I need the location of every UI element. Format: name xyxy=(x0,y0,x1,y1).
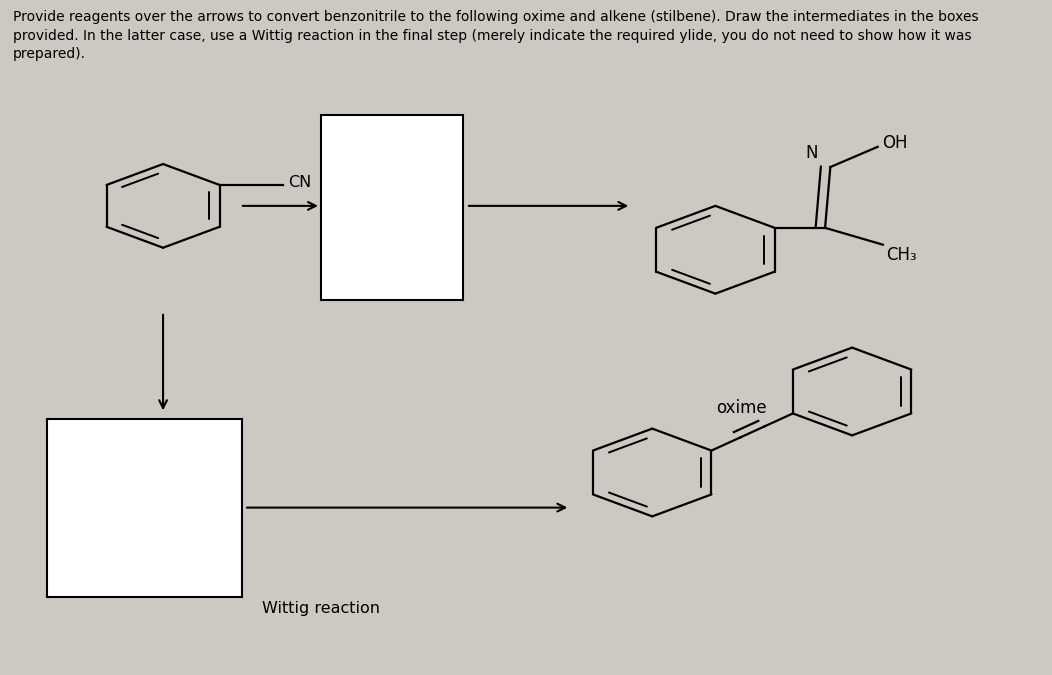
Text: OH: OH xyxy=(882,134,908,153)
Text: N: N xyxy=(805,144,817,162)
Text: Provide reagents over the arrows to convert benzonitrile to the following oxime : Provide reagents over the arrows to conv… xyxy=(13,10,978,61)
Text: Wittig reaction: Wittig reaction xyxy=(262,601,380,616)
Bar xyxy=(47,418,242,597)
Text: oxime: oxime xyxy=(716,400,767,417)
Bar xyxy=(321,115,463,300)
Text: CN: CN xyxy=(288,175,311,190)
Text: CH₃: CH₃ xyxy=(886,246,916,264)
